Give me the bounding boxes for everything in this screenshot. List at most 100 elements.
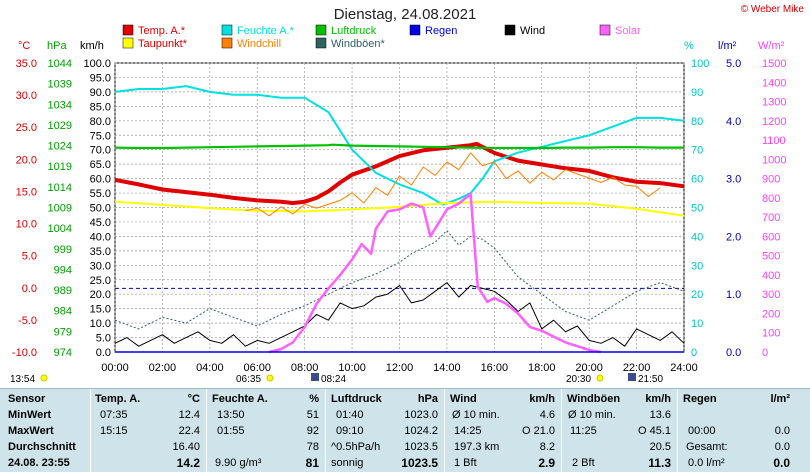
solar-tick-label: 400 <box>762 270 780 282</box>
gust-value: 11.3 <box>648 456 671 470</box>
solar-tick-label: 1400 <box>762 77 786 89</box>
hpa-tick-label: 1024 <box>48 141 72 153</box>
wind-bft: 1 Bft <box>454 457 477 469</box>
solar-tick-label: 0 <box>762 347 768 359</box>
kmh-tick-label: 100.0 <box>83 58 111 70</box>
legend-swatch <box>122 37 134 49</box>
pressure-trend: ^0.5hPa/h <box>331 441 381 453</box>
legend-label: Temp. A.* <box>138 25 186 37</box>
percent-tick-label: 50 <box>691 203 703 215</box>
rain-tick-label: 5.0 <box>726 58 741 70</box>
kmh-tick-label: 70.0 <box>90 145 111 157</box>
wind-value: 4.6 <box>539 409 555 421</box>
humidity-time: 01:55 <box>217 425 245 437</box>
hpa-tick-label: 999 <box>54 244 72 256</box>
hpa-unit-label: hPa <box>47 40 67 52</box>
header-pressure: Luftdruck <box>331 393 382 405</box>
kmh-tick-label: 60.0 <box>90 174 111 186</box>
legend-label: Luftdruck <box>331 25 377 37</box>
row-label: MinWert <box>8 409 52 421</box>
temp_c-tick-label: 20.0 <box>16 154 37 166</box>
legend-swatch <box>122 24 134 36</box>
percent-tick-label: 40 <box>691 231 703 243</box>
temp_c-tick-label: 10.0 <box>16 219 37 231</box>
kmh-tick-label: 65.0 <box>90 159 111 171</box>
series-line-taupunkt- <box>114 200 685 217</box>
gust-label: Ø 10 min. <box>568 409 616 421</box>
solar-tick-label: 1100 <box>762 135 786 147</box>
hpa-tick-label: 1014 <box>48 182 72 194</box>
header-temp-unit: °C <box>187 393 200 405</box>
solar-unit-label: W/m² <box>758 40 785 52</box>
gust-label: 11:25 <box>570 425 597 437</box>
rain-label: Gesamt: <box>686 441 728 453</box>
x-tick-label: 16:00 <box>481 362 509 374</box>
solar-tick-label: 100 <box>762 328 780 340</box>
x-tick-label: 14:00 <box>433 362 461 374</box>
gust-bft: 2 Bft <box>572 457 595 469</box>
wind-value: 8.2 <box>539 441 555 453</box>
solar-tick-label: 1000 <box>762 154 786 166</box>
x-tick-label: 00:00 <box>101 362 129 374</box>
x-tick-label: 08:00 <box>291 362 319 374</box>
header-gust-unit: km/h <box>645 393 671 405</box>
temp-time: 15:15 <box>100 425 128 437</box>
x-tick-label: 12:00 <box>386 362 414 374</box>
row-label: 24.08. 23:55 <box>8 457 70 469</box>
percent-tick-label: 90 <box>691 87 703 99</box>
humidity-value: 51 <box>306 409 319 421</box>
solar-tick-label: 900 <box>762 174 780 186</box>
temp-value: 16.40 <box>172 441 200 453</box>
header-sensor: Sensor <box>8 393 46 405</box>
solar-tick-label: 700 <box>762 212 780 224</box>
hpa-tick-label: 1039 <box>48 79 72 91</box>
rain-unit-label: l/m² <box>718 40 737 52</box>
percent-tick-label: 100 <box>691 58 709 70</box>
legend-swatch <box>221 37 233 49</box>
percent-tick-label: 60 <box>691 174 703 186</box>
hpa-tick-label: 994 <box>54 264 72 276</box>
temp-value: 12.4 <box>178 409 200 421</box>
rain-value: 0.0 <box>774 441 790 453</box>
kmh-tick-label: 55.0 <box>90 188 111 200</box>
legend-swatch <box>504 24 516 36</box>
current-time-label: 13:54 <box>10 374 35 385</box>
hpa-tick-label: 1044 <box>48 58 72 70</box>
humidity-time: 13:50 <box>217 409 245 421</box>
legend-label: Solar <box>615 25 641 37</box>
kmh-tick-label: 50.0 <box>90 203 111 215</box>
weather-state: sonnig <box>331 457 364 469</box>
rain-total: 0.0 l/m² <box>688 457 725 469</box>
rain-tick-label: 4.0 <box>726 116 741 128</box>
weather-chart: 00:00 02:00 04:00 06:00 08:00 10:00 12:00 14:00… <box>10 24 786 385</box>
legend-label: Windchill <box>237 38 281 50</box>
solar-tick-label: 200 <box>762 308 780 320</box>
series-line-windb-en- <box>114 230 685 330</box>
percent-tick-label: 80 <box>691 116 703 128</box>
sunset-icon <box>596 374 604 382</box>
humidity-absolute: 9.90 g/m³ <box>215 457 262 469</box>
copyright-link[interactable]: © Weber Mike <box>740 4 804 15</box>
wind-label: 197.3 km <box>454 441 500 453</box>
kmh-tick-label: 75.0 <box>90 130 111 142</box>
header-humidity: Feuchte A. <box>212 393 268 405</box>
hpa-tick-label: 984 <box>54 306 72 318</box>
wind-direction: O 21.0 <box>521 425 555 437</box>
kmh-tick-label: 10.0 <box>90 318 111 330</box>
row-label: MaxWert <box>8 425 54 437</box>
legend-swatch <box>409 24 421 36</box>
pressure-value: 1023.0 <box>404 409 438 421</box>
header-gust: Windböen <box>567 393 621 405</box>
temp-value: 14.2 <box>176 456 200 470</box>
kmh-tick-label: 0.0 <box>96 347 111 359</box>
stats-table: Sensor Temp. A. °C Feuchte A. % Luftdruc… <box>0 388 810 472</box>
gust-value: 13.6 <box>649 409 671 421</box>
legend-swatch <box>221 24 233 36</box>
kmh-tick-label: 20.0 <box>90 289 111 301</box>
x-tick-label: 04:00 <box>196 362 224 374</box>
header-rain-unit: l/m² <box>770 393 790 405</box>
temp-time: 07:35 <box>100 409 128 421</box>
temp_c-tick-label: 30.0 <box>16 90 37 102</box>
series-line-feuchte-a- <box>114 85 685 206</box>
series-line-temp-a- <box>114 141 685 205</box>
